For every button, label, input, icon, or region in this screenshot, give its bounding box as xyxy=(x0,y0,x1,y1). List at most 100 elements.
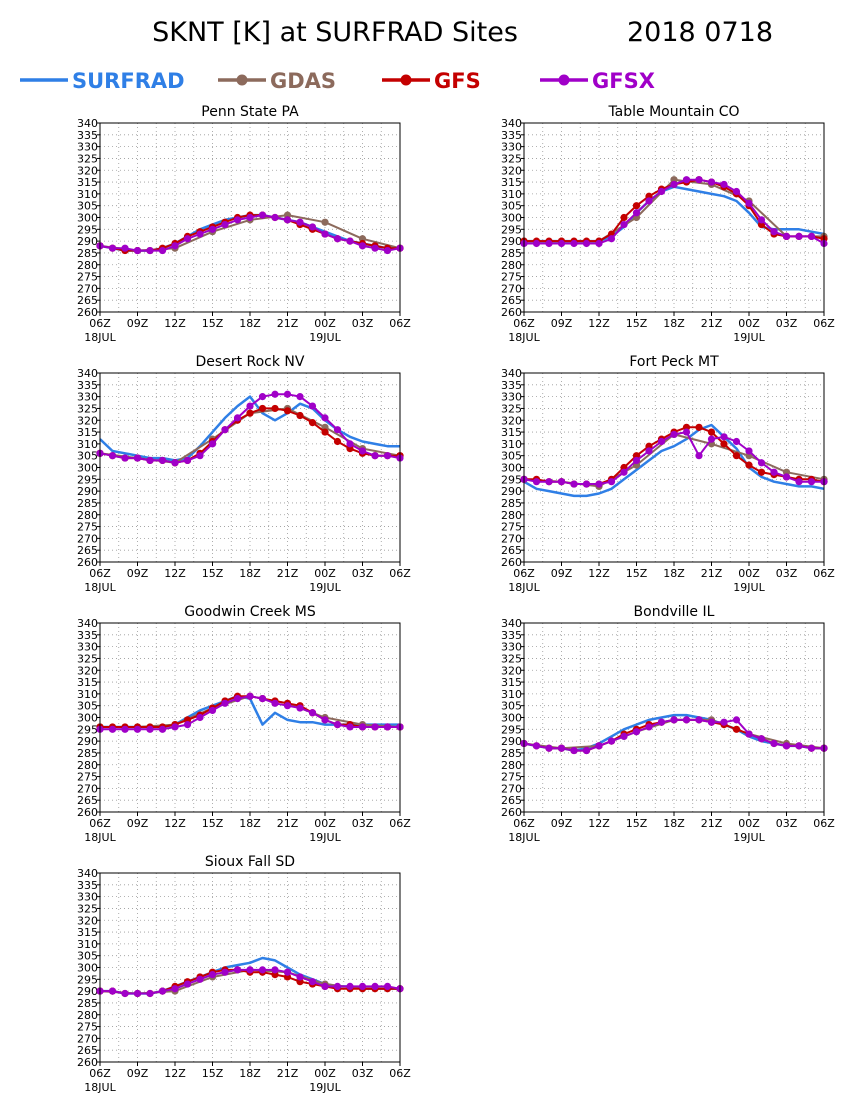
data-point-gfs xyxy=(308,419,317,427)
x-tick-label: 06Z xyxy=(513,317,535,330)
data-point-gfs xyxy=(757,468,766,476)
data-point-gfsx xyxy=(321,230,329,238)
data-point-gfsx xyxy=(757,216,766,224)
x-tick-label: 15Z xyxy=(202,317,224,330)
x-tick-label: 03Z xyxy=(352,567,374,580)
y-tick-label: 335 xyxy=(77,629,98,642)
x-tick-label: 15Z xyxy=(202,1067,224,1080)
data-point-gfsx xyxy=(545,239,553,248)
y-tick-label: 330 xyxy=(77,391,98,404)
data-point-gfsx xyxy=(333,426,342,434)
x-tick-label: 09Z xyxy=(127,817,149,830)
data-point-gfsx xyxy=(108,452,117,460)
x-tick-label: 06Z xyxy=(89,567,111,580)
data-point-gfsx xyxy=(221,426,229,434)
data-point-gfsx xyxy=(670,716,678,724)
data-point-gfsx xyxy=(246,692,254,700)
data-point-gfsx xyxy=(770,468,778,476)
y-tick-label: 305 xyxy=(501,700,522,713)
x-day-label: 18JUL xyxy=(84,331,116,344)
data-point-gfsx xyxy=(158,725,167,733)
y-tick-label: 315 xyxy=(501,176,522,189)
series-gfsx xyxy=(96,692,404,733)
x-tick-label: 00Z xyxy=(314,317,336,330)
data-point-gfsx xyxy=(707,178,716,186)
plot-frame xyxy=(523,622,825,813)
data-point-gfsx xyxy=(246,966,254,974)
y-tick-label: 260 xyxy=(501,806,522,819)
data-point-gfsx xyxy=(108,244,117,252)
data-point-gfsx xyxy=(296,218,304,226)
data-point-gfsx xyxy=(233,695,242,703)
y-tick-label: 285 xyxy=(501,497,522,510)
data-point-gfsx xyxy=(582,746,591,755)
x-day-label: 19JUL xyxy=(309,831,341,844)
y-tick-label: 310 xyxy=(77,188,98,201)
data-point-gfsx xyxy=(545,744,553,752)
data-point-gfsx xyxy=(770,228,778,236)
data-point-gfsx xyxy=(607,737,616,745)
x-tick-label: 12Z xyxy=(588,567,610,580)
series-gfsx xyxy=(96,390,404,467)
y-tick-label: 320 xyxy=(501,414,522,427)
x-day-label: 18JUL xyxy=(84,831,116,844)
x-tick-label: 09Z xyxy=(127,317,149,330)
data-point-gfsx xyxy=(233,216,242,224)
y-tick-label: 325 xyxy=(77,402,98,415)
y-tick-label: 290 xyxy=(501,485,522,498)
x-tick-label: 03Z xyxy=(776,567,798,580)
x-day-label: 19JUL xyxy=(733,831,765,844)
data-point-gfsx xyxy=(795,232,803,240)
y-tick-label: 270 xyxy=(501,782,522,795)
data-point-gfsx xyxy=(695,716,703,724)
data-point-gfsx xyxy=(358,982,367,991)
data-point-gfsx xyxy=(358,723,367,731)
plot-frame xyxy=(99,122,401,313)
panel-desert-rock-nv: Desert Rock NV26026527027528028529029530… xyxy=(77,354,411,594)
legend-item-gdas: GDAS xyxy=(218,69,336,93)
legend-label: GFS xyxy=(434,69,481,93)
x-day-label: 19JUL xyxy=(309,581,341,594)
y-tick-label: 335 xyxy=(501,629,522,642)
x-tick-label: 06Z xyxy=(813,317,835,330)
data-point-gfsx xyxy=(146,989,154,998)
y-tick-label: 265 xyxy=(501,794,522,807)
x-tick-label: 12Z xyxy=(588,817,610,830)
x-tick-label: 09Z xyxy=(551,317,573,330)
x-day-label: 19JUL xyxy=(733,581,765,594)
y-tick-label: 330 xyxy=(77,891,98,904)
data-point-gfs xyxy=(296,411,304,420)
y-tick-label: 320 xyxy=(77,414,98,427)
data-point-gfsx xyxy=(757,459,766,467)
data-point-gfsx xyxy=(745,199,753,207)
y-tick-label: 290 xyxy=(501,735,522,748)
data-point-gfsx xyxy=(570,480,578,488)
data-point-gfsx xyxy=(121,989,129,998)
x-day-label: 18JUL xyxy=(508,581,540,594)
y-tick-label: 280 xyxy=(77,1009,98,1022)
plot-area xyxy=(100,623,400,812)
panel-title: Sioux Fall SD xyxy=(205,854,295,870)
x-tick-label: 06Z xyxy=(513,567,535,580)
x-tick-label: 00Z xyxy=(314,817,336,830)
y-tick-label: 285 xyxy=(77,497,98,510)
data-point-gfsx xyxy=(308,402,317,410)
y-tick-label: 260 xyxy=(501,306,522,319)
data-point-gfsx xyxy=(707,435,716,443)
y-tick-label: 300 xyxy=(77,462,98,475)
y-tick-label: 260 xyxy=(77,556,98,569)
series-gfsx xyxy=(520,176,828,248)
legend-label: SURFRAD xyxy=(72,69,185,93)
y-tick-label: 300 xyxy=(77,212,98,225)
y-tick-label: 300 xyxy=(77,962,98,975)
data-point-gfsx xyxy=(258,211,267,219)
y-tick-label: 290 xyxy=(501,235,522,248)
y-tick-label: 335 xyxy=(501,379,522,392)
data-point-gfsx xyxy=(108,987,117,995)
x-tick-label: 21Z xyxy=(277,1067,299,1080)
data-point-gfsx xyxy=(271,213,279,222)
figure-title: SKNT [K] at SURFRAD Sites xyxy=(152,17,518,48)
y-tick-label: 270 xyxy=(77,1032,98,1045)
y-tick-label: 260 xyxy=(501,556,522,569)
y-tick-label: 320 xyxy=(501,164,522,177)
